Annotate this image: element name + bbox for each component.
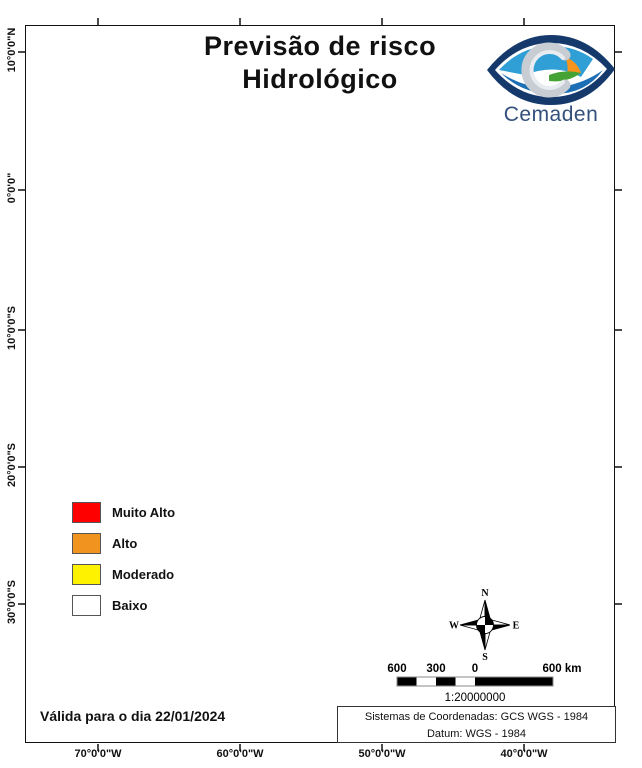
risk-legend: Muito Alto Alto Moderado Baixo: [72, 501, 176, 626]
legend-swatch-moderado: [72, 563, 101, 585]
scale-label-600-left: 600: [387, 663, 406, 675]
lat-label-10n: 10°0'0"N: [6, 27, 18, 73]
cemaden-eye-icon: [487, 35, 615, 105]
scale-label-300: 300: [426, 663, 445, 675]
lat-label-30s: 30°0'0"S: [6, 579, 18, 625]
legend-item-moderado: Moderado: [72, 563, 175, 585]
title-line-1: Previsão de risco: [203, 31, 437, 61]
lon-label-60w: 60°0'0"W: [216, 748, 264, 760]
title-line-2: Hidrológico: [242, 63, 398, 94]
legend-swatch-baixo: [72, 594, 101, 616]
cemaden-logo: Cemaden: [485, 33, 617, 133]
legend-label-muito-alto: Muito Alto: [112, 504, 176, 520]
compass-s: S: [482, 652, 488, 663]
compass-rose: N E S W: [449, 588, 520, 663]
cemaden-wordmark: Cemaden: [503, 103, 599, 126]
compass-w: W: [449, 621, 459, 632]
compass-e: E: [513, 621, 520, 632]
legend-item-baixo: Baixo: [72, 594, 175, 616]
lat-label-0: 0°0'0": [6, 172, 18, 204]
scale-label-600km: 600 km: [542, 663, 581, 675]
legend-swatch-alto: [72, 532, 101, 554]
scale-ratio: 1:20000000: [445, 692, 506, 704]
legend-item-alto: Alto: [72, 532, 175, 554]
legend-label-baixo: Baixo: [112, 597, 148, 613]
lat-label-10s: 10°0'0"S: [6, 305, 18, 351]
coordinate-system-box: Sistemas de Coordenadas: GCS WGS - 1984 …: [337, 706, 616, 743]
map-frame-border: [25, 25, 615, 743]
coordinate-system-line: Sistemas de Coordenadas: GCS WGS - 1984: [364, 711, 589, 723]
legend-swatch-muito-alto: [72, 501, 101, 523]
scale-label-0: 0: [472, 663, 478, 675]
lon-label-40w: 40°0'0"W: [500, 748, 548, 760]
legend-label-alto: Alto: [112, 535, 138, 551]
page-title: Previsão de risco Hidrológico: [140, 30, 500, 96]
validity-date: Válida para o dia 22/01/2024: [40, 708, 226, 724]
legend-label-moderado: Moderado: [112, 566, 175, 582]
legend-item-muito-alto: Muito Alto: [72, 501, 176, 523]
scale-bar: 600 300 0 600 km 1:20000000: [387, 663, 581, 704]
lon-label-50w: 50°0'0"W: [358, 748, 406, 760]
compass-n: N: [481, 588, 489, 599]
lon-label-70w: 70°0'0"W: [74, 748, 122, 760]
datum-line: Datum: WGS - 1984: [426, 728, 527, 741]
lat-label-20s: 20°0'0"S: [6, 442, 18, 488]
